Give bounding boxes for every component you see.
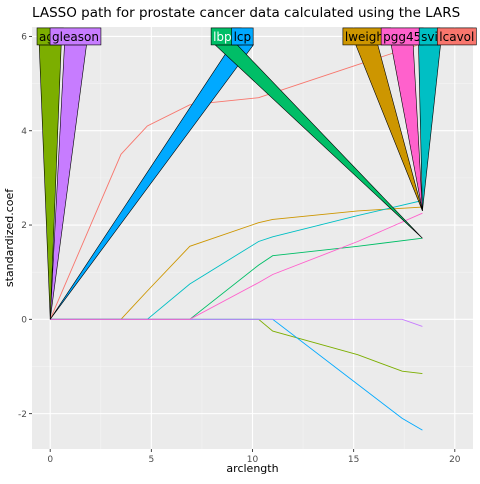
callout-label-svi: svi (421, 30, 438, 44)
callout-label-lcp: lcp (234, 30, 252, 44)
series-line-lcavol (49, 43, 423, 320)
y-tick-label: -2 (18, 410, 27, 420)
x-axis: 0 5 10 15 20 (47, 449, 461, 465)
callout-label-pgg45: pgg45 (383, 30, 421, 44)
x-tick-label: 20 (449, 455, 461, 465)
y-axis-label: standardized.coef (3, 188, 16, 287)
label-callouts: agegleasonlbphlcplweightpgg45svilcavol (36, 27, 477, 320)
x-tick-label: 10 (247, 455, 259, 465)
series-line-pgg45 (50, 212, 423, 320)
x-tick-label: 5 (148, 455, 154, 465)
series-line-lweight (50, 206, 423, 320)
callout-label-gleason: gleason (52, 30, 99, 44)
x-tick-label: 15 (348, 455, 359, 465)
y-tick-label: 0 (21, 316, 27, 326)
callout-box-gleason (49, 27, 102, 46)
y-tick-label: 6 (21, 33, 27, 43)
series-lines (49, 43, 423, 431)
callout-label-lweight: lweight (345, 30, 389, 44)
callout-box-lcavol (436, 27, 477, 46)
y-axis: -2 0 2 4 6 (18, 33, 32, 420)
y-tick-label: 4 (21, 127, 27, 137)
y-tick-label: 2 (21, 221, 27, 231)
x-tick-label: 0 (47, 455, 53, 465)
callout-label-lcavol: lcavol (439, 30, 474, 44)
callout-box-lcp (231, 27, 254, 46)
x-axis-label: arclength (226, 462, 278, 475)
chart-title: LASSO path for prostate cancer data calc… (32, 5, 460, 21)
